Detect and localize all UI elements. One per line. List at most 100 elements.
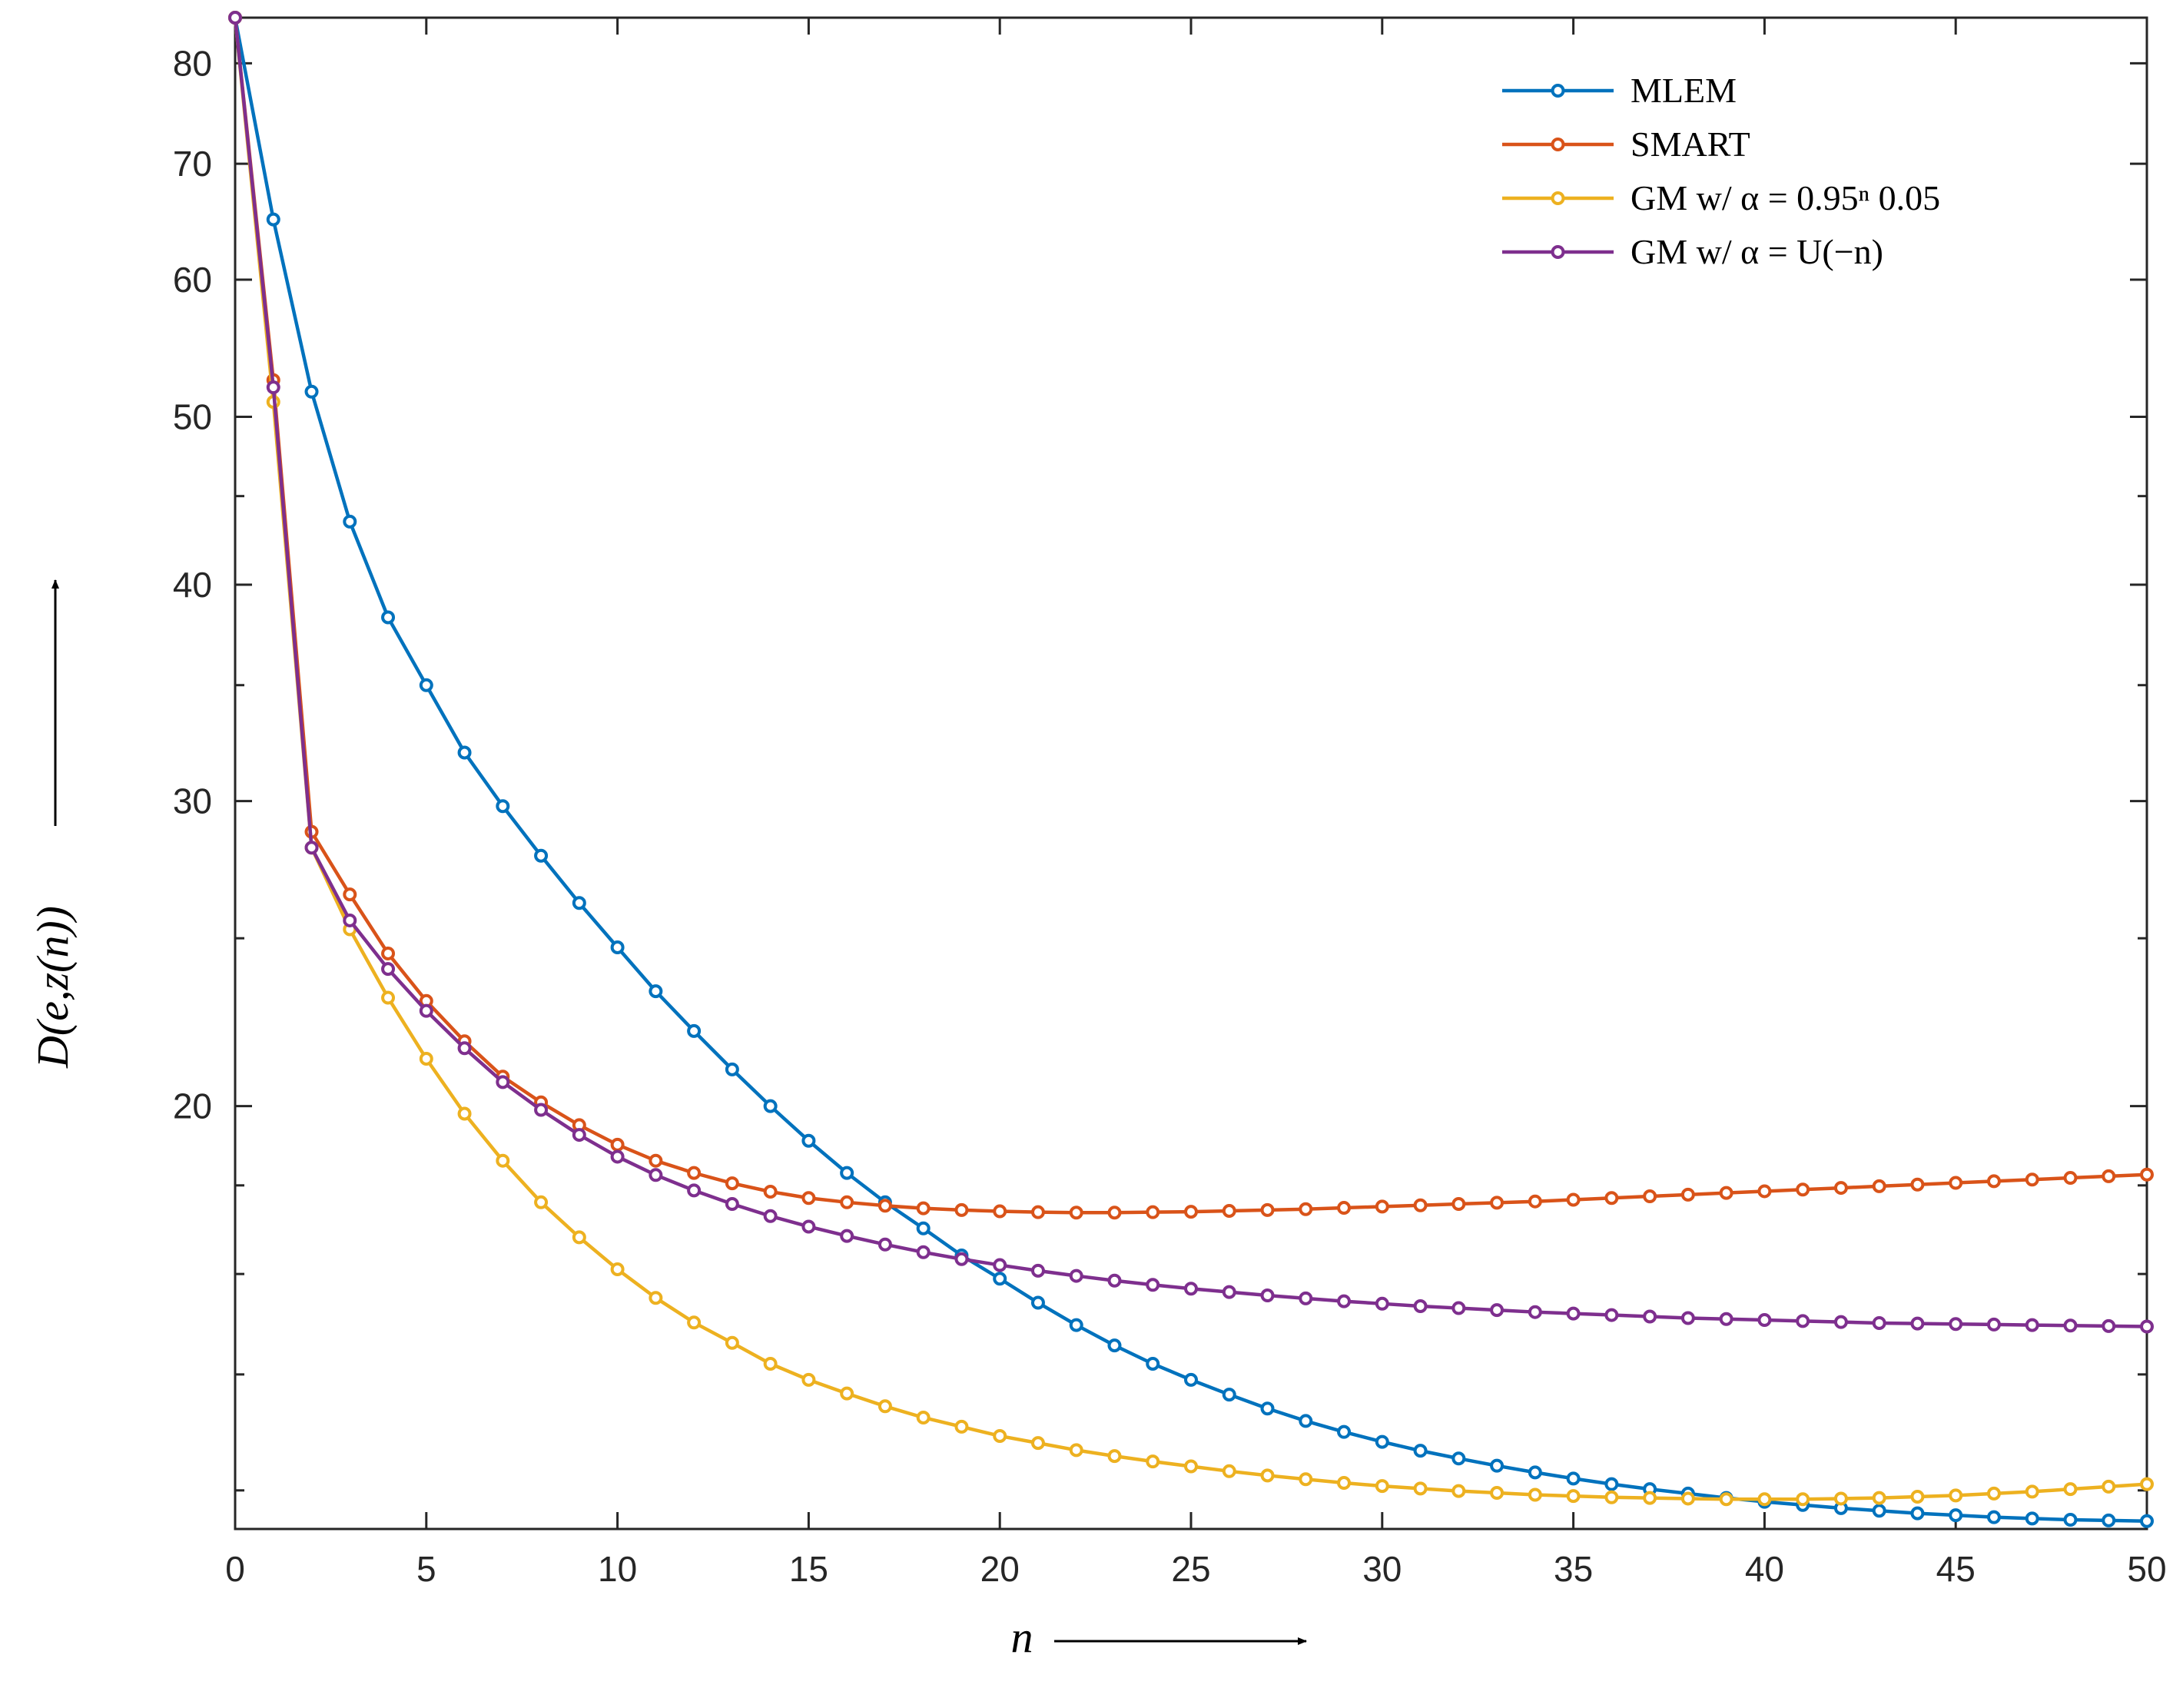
data-point xyxy=(1069,1206,1083,1220)
data-point xyxy=(1528,1465,1542,1480)
data-point xyxy=(1910,1489,1925,1504)
data-point xyxy=(1719,1492,1733,1507)
data-point xyxy=(1604,1477,1619,1491)
x-tick-label: 35 xyxy=(1554,1549,1593,1589)
data-point xyxy=(725,1176,739,1191)
data-point xyxy=(266,212,280,227)
data-point xyxy=(1260,1288,1275,1303)
data-point xyxy=(1528,1487,1542,1502)
data-point xyxy=(1107,1449,1122,1464)
data-point xyxy=(993,1204,1007,1219)
data-point xyxy=(2140,1514,2154,1528)
series-0 xyxy=(228,11,2154,1528)
data-point xyxy=(877,1199,892,1213)
data-point xyxy=(993,1272,1007,1286)
data-point xyxy=(954,1419,969,1434)
data-point xyxy=(1375,1434,1389,1449)
data-point xyxy=(1107,1338,1122,1353)
data-point xyxy=(1643,1189,1657,1204)
data-point xyxy=(1413,1444,1428,1458)
data-point xyxy=(1146,1205,1160,1219)
data-point xyxy=(1833,1491,1848,1506)
data-point xyxy=(1910,1316,1925,1331)
data-point xyxy=(610,1137,625,1152)
legend-item: GM w/ α = U(−n) xyxy=(1502,232,1883,271)
data-point xyxy=(687,1315,702,1330)
data-point xyxy=(2140,1319,2154,1334)
series-3 xyxy=(228,11,2154,1334)
data-point xyxy=(1566,1471,1581,1486)
series-2 xyxy=(228,11,2154,1507)
data-point xyxy=(1069,1443,1083,1458)
x-tick-label: 45 xyxy=(1936,1549,1976,1589)
data-point xyxy=(572,1128,586,1143)
data-point xyxy=(1490,1458,1505,1473)
data-point xyxy=(1680,1311,1695,1325)
data-point xyxy=(1451,1301,1466,1315)
data-point xyxy=(801,1219,816,1234)
data-point xyxy=(1757,1313,1772,1328)
data-point xyxy=(916,1245,931,1259)
legend-label: GM w/ α = 0.95ⁿ 0.05 xyxy=(1631,178,1940,217)
data-point xyxy=(381,962,396,977)
data-point xyxy=(2102,1479,2116,1494)
data-point xyxy=(1030,1295,1045,1310)
series-layer xyxy=(228,11,2154,1528)
data-point xyxy=(496,1153,510,1168)
data-point xyxy=(1375,1296,1389,1311)
legend-label: MLEM xyxy=(1631,71,1737,110)
data-point xyxy=(1643,1309,1657,1324)
data-point xyxy=(1222,1285,1236,1299)
data-point xyxy=(2140,1477,2154,1491)
data-point xyxy=(419,1051,433,1066)
x-tick-label: 5 xyxy=(416,1549,436,1589)
legend-marker xyxy=(1551,191,1565,205)
data-point xyxy=(763,1099,778,1113)
legend-item: MLEM xyxy=(1502,71,1737,110)
data-point xyxy=(840,1229,854,1243)
data-point xyxy=(457,1041,472,1056)
data-point xyxy=(610,940,625,954)
data-point xyxy=(687,1183,702,1198)
data-point xyxy=(840,1166,854,1180)
x-tick-label: 0 xyxy=(225,1549,245,1589)
data-point xyxy=(228,11,242,25)
data-point xyxy=(954,1202,969,1217)
data-point xyxy=(1184,1372,1198,1387)
data-point xyxy=(610,1262,625,1277)
legend-item: SMART xyxy=(1502,124,1750,164)
data-point xyxy=(1719,1186,1733,1200)
data-point xyxy=(1566,1306,1581,1321)
data-point xyxy=(2063,1318,2078,1333)
data-point xyxy=(1107,1273,1122,1288)
data-point xyxy=(1184,1205,1198,1219)
data-point xyxy=(1184,1459,1198,1474)
data-point xyxy=(1030,1205,1045,1219)
data-point xyxy=(304,841,319,855)
data-point xyxy=(649,1168,663,1182)
data-point xyxy=(1833,1181,1848,1196)
data-point xyxy=(1949,1488,1963,1503)
data-point xyxy=(763,1209,778,1223)
data-point xyxy=(1680,1187,1695,1202)
data-point xyxy=(1375,1199,1389,1214)
data-point xyxy=(993,1428,1007,1443)
data-point xyxy=(1949,1508,1963,1523)
data-point xyxy=(916,1221,931,1235)
x-tick-label: 20 xyxy=(980,1549,1020,1589)
data-point xyxy=(1796,1182,1810,1197)
data-point xyxy=(266,380,280,395)
data-point xyxy=(1910,1177,1925,1192)
legend: MLEM SMART GM w/ α = 0.95ⁿ 0.05 GM w/ α = U… xyxy=(1502,71,1940,271)
data-point xyxy=(1872,1315,1886,1330)
data-point xyxy=(1299,1472,1313,1487)
data-point xyxy=(840,1195,854,1209)
y-tick-label: 50 xyxy=(173,397,212,437)
data-point xyxy=(763,1184,778,1199)
data-point xyxy=(763,1356,778,1371)
data-point xyxy=(1757,1184,1772,1199)
data-point xyxy=(1146,1356,1160,1371)
data-point xyxy=(916,1201,931,1215)
data-point xyxy=(687,1023,702,1038)
data-point xyxy=(801,1191,816,1206)
